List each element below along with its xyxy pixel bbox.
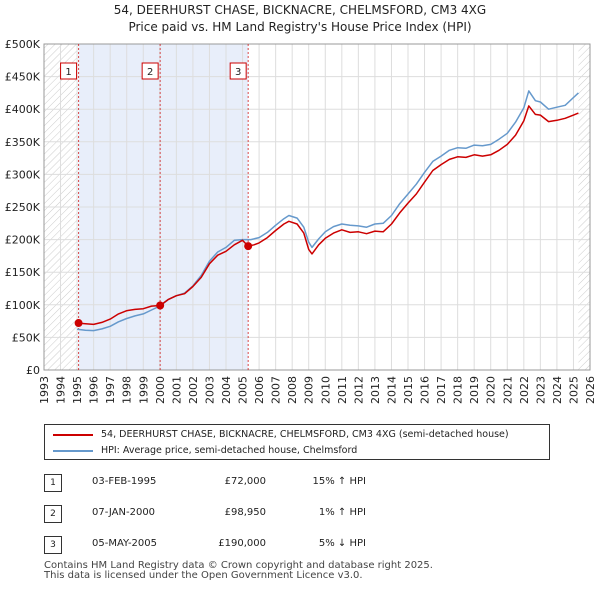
property-price-line <box>78 105 579 326</box>
x-tick-label: 2013 <box>369 376 382 404</box>
x-tick-label: 2018 <box>452 376 465 404</box>
plot-frame <box>43 43 591 371</box>
x-tick-label: 2008 <box>286 376 299 404</box>
sale-date: 03-FEB-1995 <box>92 476 157 487</box>
sale-marker-1: 1 <box>44 474 62 492</box>
x-tick-label: 2024 <box>551 376 564 404</box>
x-tick-label: 2014 <box>385 376 398 404</box>
x-tick-label: 2017 <box>435 376 448 404</box>
x-tick-label: 2011 <box>336 376 349 404</box>
sale-hpi-diff: 1% ↑ HPI <box>318 507 366 518</box>
y-tick-label: £400K <box>5 103 41 116</box>
y-tick-label: £200K <box>5 234 41 247</box>
y-tick-label: £50K <box>12 331 41 344</box>
y-tick-label: £300K <box>5 168 41 181</box>
x-tick-label: 2023 <box>534 376 547 404</box>
footer: Contains HM Land Registry data © Crown c… <box>44 561 433 581</box>
sale-marker-2: 2 <box>44 505 62 523</box>
x-tick-label: 1998 <box>121 376 134 404</box>
chart-title-block: 54, DEERHURST CHASE, BICKNACRE, CHELMSFO… <box>0 2 600 36</box>
sale-label-text: 2 <box>147 67 153 78</box>
sale-marker-3: 3 <box>44 536 62 554</box>
x-tick-label: 2000 <box>154 376 167 404</box>
sale-label-box <box>141 62 159 80</box>
legend-label-property: 54, DEERHURST CHASE, BICKNACRE, CHELMSFO… <box>101 429 509 440</box>
x-tick-label: 2022 <box>518 376 531 404</box>
x-tick-label: 2002 <box>187 376 200 404</box>
y-tick-label: £350K <box>5 136 41 149</box>
x-tick-label: 2004 <box>220 376 233 404</box>
x-tick-label: 2007 <box>270 376 283 404</box>
legend: 54, DEERHURST CHASE, BICKNACRE, CHELMSFO… <box>44 424 550 460</box>
x-tick-label: 1995 <box>71 376 84 404</box>
y-tick-label: £150K <box>5 266 41 279</box>
x-tick-label: 2016 <box>419 376 432 404</box>
x-tick-label: 2001 <box>170 376 183 404</box>
chart-subtitle: Price paid vs. HM Land Registry's House … <box>128 20 472 34</box>
y-tick-label: £500K <box>5 38 41 51</box>
x-tick-label: 2006 <box>253 376 266 404</box>
sale-label-text: 1 <box>65 67 71 78</box>
x-tick-label: 2025 <box>567 376 580 404</box>
legend-item-hpi: HPI: Average price, semi-detached house,… <box>53 443 357 459</box>
sale-hpi-diff: 15% ↑ HPI <box>312 476 366 487</box>
legend-swatch-hpi <box>53 449 93 452</box>
y-tick-label: £0 <box>26 364 40 377</box>
x-tick-label: 1996 <box>88 376 101 404</box>
sale-point <box>156 301 165 310</box>
price-chart: £0 £50K £100K £150K £200K £250K £300K £350K £400… <box>5 38 597 404</box>
sale-label-box <box>229 62 247 80</box>
x-tick-label: 2021 <box>501 376 514 404</box>
x-tick-label: 2005 <box>237 376 250 404</box>
sale-date: 07-JAN-2000 <box>92 507 156 518</box>
y-tick-label: £450K <box>5 71 41 84</box>
x-tick-label: 2020 <box>485 376 498 404</box>
x-tick-label: 2010 <box>319 376 332 404</box>
sale-price: £98,950 <box>224 507 266 518</box>
x-tick-label: 2015 <box>402 376 415 404</box>
sale-label-box <box>60 62 78 80</box>
x-tick-label: 1993 <box>38 376 51 404</box>
y-tick-label: £250K <box>5 201 41 214</box>
x-tick-label: 2019 <box>468 376 481 404</box>
sale-hpi-diff: 5% ↓ HPI <box>318 538 366 549</box>
footer-license: This data is licensed under the Open Gov… <box>44 570 363 581</box>
x-tick-label: 1994 <box>55 376 68 404</box>
x-tick-label: 1999 <box>137 376 150 404</box>
sale-point <box>74 319 83 328</box>
legend-swatch-property <box>53 433 93 436</box>
x-tick-label: 2012 <box>352 376 365 404</box>
chart-title: 54, DEERHURST CHASE, BICKNACRE, CHELMSFO… <box>113 3 487 17</box>
x-tick-label: 2009 <box>303 376 316 404</box>
legend-label-hpi: HPI: Average price, semi-detached house,… <box>101 445 358 456</box>
sale-date: 05-MAY-2005 <box>92 538 158 549</box>
sale-point <box>244 242 253 251</box>
sale-label-text: 3 <box>235 67 241 78</box>
x-tick-label: 2026 <box>584 376 597 404</box>
x-tick-label: 1997 <box>104 376 117 404</box>
y-tick-label: £100K <box>5 299 41 312</box>
sale-price: £190,000 <box>218 538 266 549</box>
legend-item-property: 54, DEERHURST CHASE, BICKNACRE, CHELMSFO… <box>53 427 509 443</box>
sale-price: £72,000 <box>224 476 266 487</box>
x-tick-label: 2003 <box>203 376 216 404</box>
footer-copyright: Contains HM Land Registry data © Crown c… <box>44 560 433 571</box>
